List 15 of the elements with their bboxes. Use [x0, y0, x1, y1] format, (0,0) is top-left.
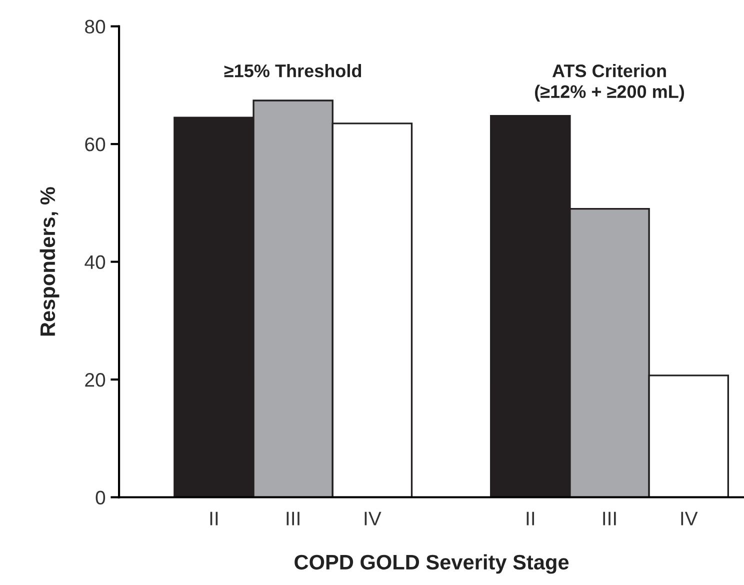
y-tick-label: 80	[85, 20, 106, 34]
y-tick-label: 60	[85, 138, 106, 152]
x-axis-title: COPD GOLD Severity Stage	[294, 554, 569, 574]
x-tick-label: III	[603, 512, 616, 526]
y-tick-label: 40	[84, 255, 106, 270]
x-tick-label: II	[210, 512, 218, 526]
x-tick-label: III	[286, 512, 300, 526]
y-tick-label: 20	[85, 372, 106, 387]
y-tick-label: 0	[96, 490, 106, 504]
x-tick-label: IV	[681, 512, 698, 526]
annotation: ≥15% Threshold	[224, 64, 362, 78]
x-tick-label: IV	[364, 512, 382, 526]
annotation: ATS Criterion (≥12% + ≥200 mL)	[535, 64, 684, 102]
y-axis-title: Responders, %	[40, 187, 60, 336]
x-tick-label: II	[526, 512, 534, 526]
